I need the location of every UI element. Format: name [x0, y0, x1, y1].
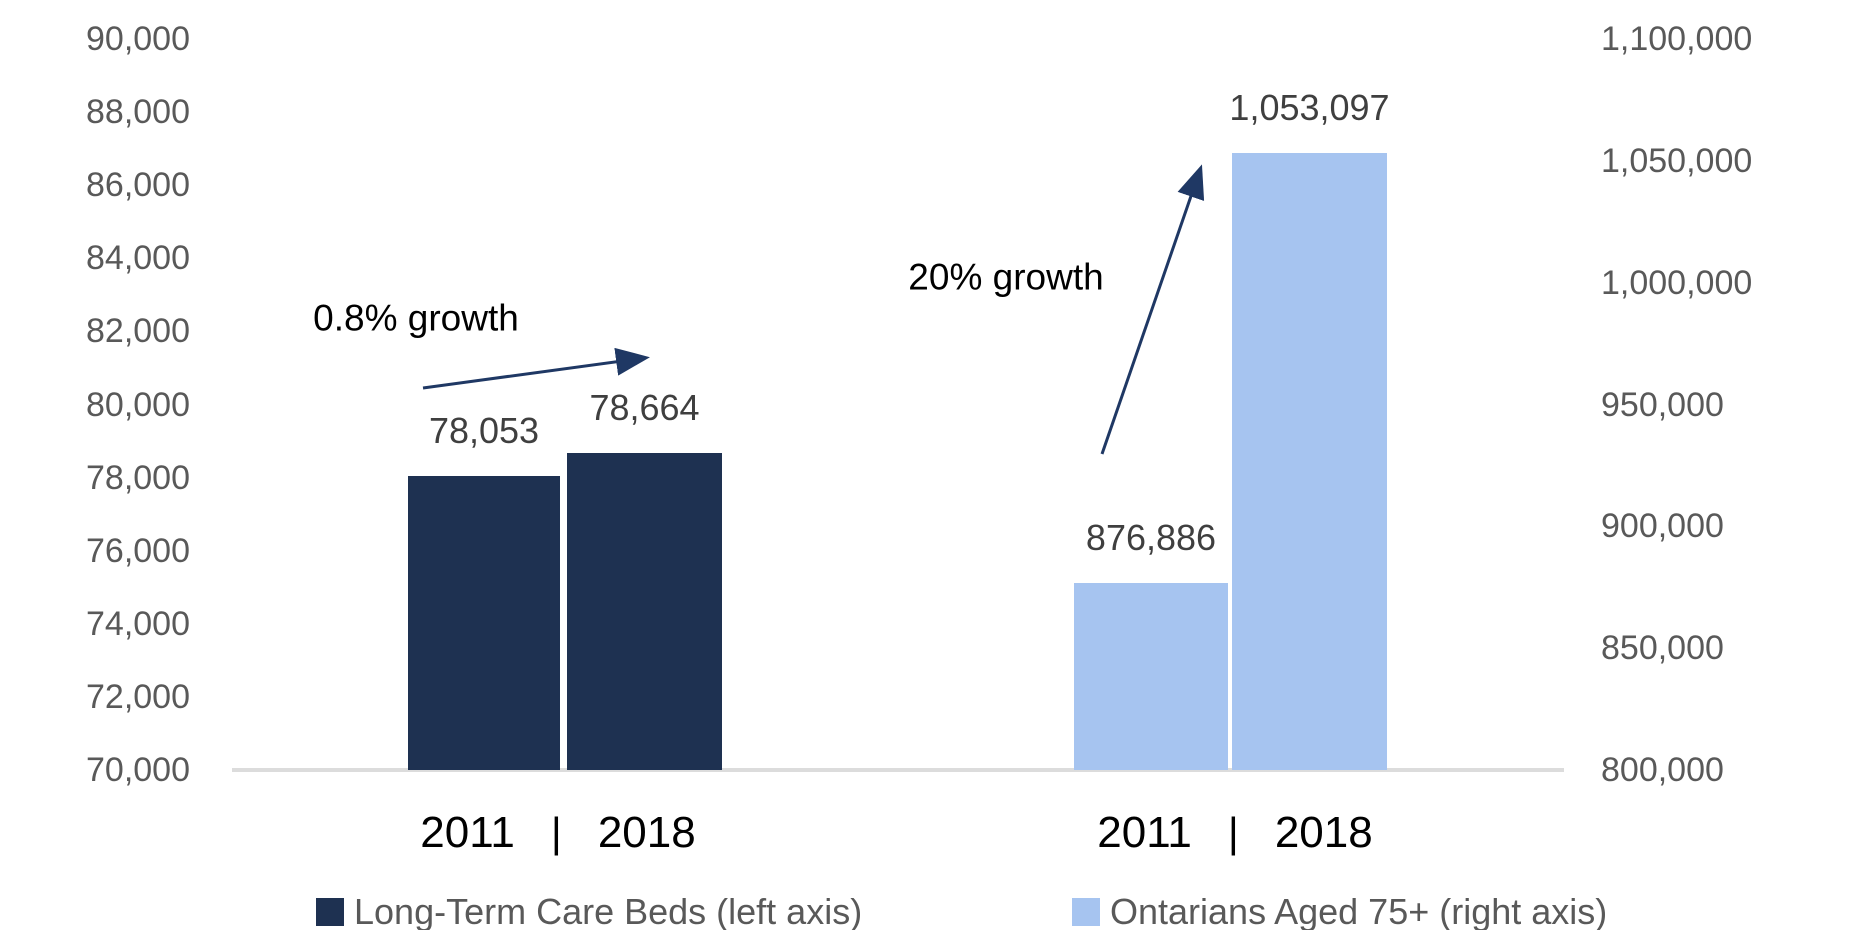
growth-arrow-ltc-beds: [422, 347, 650, 390]
left-axis-tick: 78,000: [86, 458, 190, 497]
bar-2018-ontarians: [1232, 153, 1387, 770]
value-label: 876,886: [1085, 516, 1217, 558]
left-axis-tick: 80,000: [86, 385, 190, 424]
year-label-2011: 2011: [420, 808, 515, 857]
legend-swatch-navy: [316, 898, 344, 926]
value-label: 78,053: [428, 409, 540, 451]
left-axis-tick: 82,000: [86, 312, 190, 351]
legend-item-ontarians: Ontarians Aged 75+ (right axis): [1072, 894, 1607, 930]
right-axis-tick: 1,100,000: [1601, 20, 1753, 58]
year-label-2011: 2011: [1097, 808, 1192, 857]
legend-swatch-lightblue: [1072, 898, 1100, 926]
year-divider: |: [1227, 809, 1239, 856]
right-axis-tick: 1,050,000: [1601, 141, 1753, 180]
x-axis-label-group-ltc-beds: 2011 | 2018: [420, 811, 695, 855]
legend-item-ltc-beds: Long-Term Care Beds (left axis): [316, 894, 862, 930]
legend-label-ontarians: Ontarians Aged 75+ (right axis): [1110, 891, 1608, 930]
x-axis-line: [232, 768, 1564, 772]
bar-2011-ltc-beds: [408, 475, 560, 770]
bar-2011-ontarians: [1074, 582, 1228, 770]
left-axis-tick: 88,000: [86, 93, 190, 132]
value-label: 78,664: [589, 387, 700, 429]
left-axis-tick: 86,000: [86, 166, 190, 205]
legend-label-ltc-beds: Long-Term Care Beds (left axis): [354, 891, 863, 930]
left-axis-tick: 76,000: [86, 531, 190, 570]
annotation-ontarians-growth: 20% growth: [908, 256, 1104, 298]
growth-arrow-ontarians: [1100, 164, 1205, 455]
right-axis-tick: 1,000,000: [1601, 263, 1753, 302]
annotation-ltc-beds-growth: 0.8% growth: [313, 297, 519, 339]
year-divider: |: [550, 809, 562, 856]
right-axis-tick: 850,000: [1601, 629, 1724, 668]
year-label-2018: 2018: [597, 808, 696, 857]
left-axis-tick: 70,000: [86, 751, 190, 789]
left-axis-tick: 84,000: [86, 239, 190, 278]
bar-2018-ltc-beds: [567, 453, 722, 770]
left-axis-tick: 90,000: [86, 20, 190, 58]
year-label-2018: 2018: [1274, 808, 1373, 857]
right-axis-tick: 800,000: [1601, 751, 1724, 789]
right-axis-tick: 900,000: [1601, 507, 1724, 546]
left-axis-tick: 72,000: [86, 677, 190, 716]
right-axis-tick: 950,000: [1601, 385, 1724, 424]
value-label: 1,053,097: [1229, 87, 1390, 129]
x-axis-label-group-ontarians: 2011 | 2018: [1097, 811, 1372, 855]
left-axis-tick: 74,000: [86, 604, 190, 643]
